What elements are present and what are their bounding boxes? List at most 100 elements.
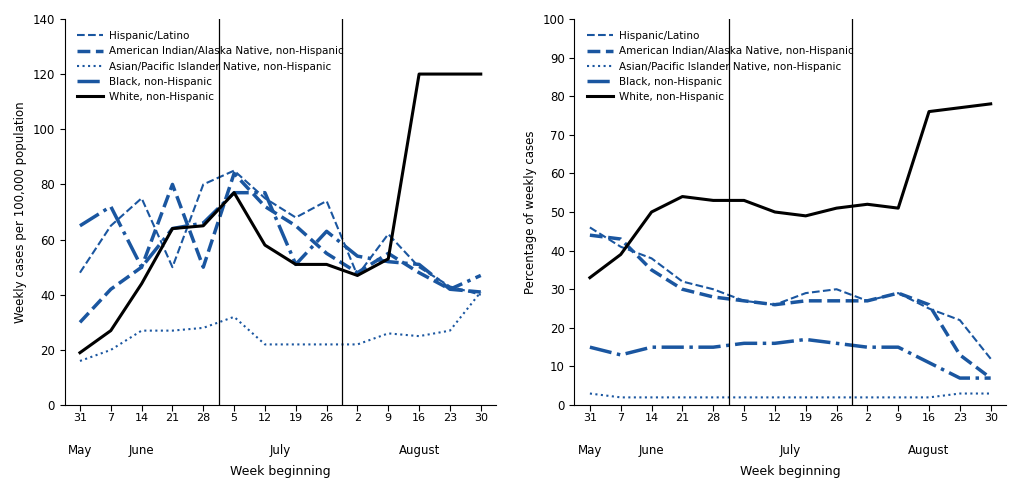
American Indian/Alaska Native, non-Hispanic [829, 298, 842, 304]
Hispanic/Latino [136, 195, 148, 201]
American Indian/Alaska Native, non-Hispanic [320, 250, 332, 256]
Asian/Pacific Islander Native, non-Hispanic [892, 395, 904, 400]
Line: Hispanic/Latino: Hispanic/Latino [589, 227, 989, 359]
American Indian/Alaska Native, non-Hispanic [892, 290, 904, 296]
Black, non-Hispanic [614, 352, 627, 358]
Hispanic/Latino [320, 198, 332, 204]
Asian/Pacific Islander Native, non-Hispanic [799, 395, 811, 400]
White, non-Hispanic [645, 209, 657, 215]
Text: May: May [577, 444, 601, 457]
American Indian/Alaska Native, non-Hispanic [413, 270, 425, 276]
Black, non-Hispanic [105, 204, 117, 210]
Asian/Pacific Islander Native, non-Hispanic [737, 395, 749, 400]
White, non-Hispanic [860, 201, 872, 207]
Hispanic/Latino [768, 302, 781, 308]
Black, non-Hispanic [320, 228, 332, 234]
Hispanic/Latino [953, 317, 965, 323]
Black, non-Hispanic [829, 340, 842, 346]
Black, non-Hispanic [259, 190, 271, 196]
Black, non-Hispanic [860, 344, 872, 350]
Black, non-Hispanic [197, 220, 209, 226]
Asian/Pacific Islander Native, non-Hispanic [382, 331, 394, 337]
White, non-Hispanic [983, 101, 996, 107]
White, non-Hispanic [706, 197, 718, 203]
American Indian/Alaska Native, non-Hispanic [676, 286, 688, 292]
American Indian/Alaska Native, non-Hispanic [443, 286, 455, 292]
White, non-Hispanic [953, 105, 965, 111]
American Indian/Alaska Native, non-Hispanic [474, 289, 486, 295]
Hispanic/Latino [829, 286, 842, 292]
White, non-Hispanic [105, 328, 117, 334]
Text: June: June [128, 444, 154, 457]
Asian/Pacific Islander Native, non-Hispanic [922, 395, 934, 400]
Hispanic/Latino [737, 298, 749, 304]
American Indian/Alaska Native, non-Hispanic [614, 236, 627, 242]
Hispanic/Latino [892, 290, 904, 296]
American Indian/Alaska Native, non-Hispanic [228, 170, 240, 176]
American Indian/Alaska Native, non-Hispanic [351, 270, 363, 276]
Black, non-Hispanic [953, 375, 965, 381]
Asian/Pacific Islander Native, non-Hispanic [768, 395, 781, 400]
Text: July: July [269, 444, 290, 457]
Black, non-Hispanic [706, 344, 718, 350]
Legend: Hispanic/Latino, American Indian/Alaska Native, non-Hispanic, Asian/Pacific Isla: Hispanic/Latino, American Indian/Alaska … [74, 28, 347, 105]
Asian/Pacific Islander Native, non-Hispanic [829, 395, 842, 400]
White, non-Hispanic [443, 71, 455, 77]
American Indian/Alaska Native, non-Hispanic [706, 294, 718, 300]
Hispanic/Latino [73, 270, 86, 276]
White, non-Hispanic [228, 190, 240, 196]
Legend: Hispanic/Latino, American Indian/Alaska Native, non-Hispanic, Asian/Pacific Isla: Hispanic/Latino, American Indian/Alaska … [584, 28, 856, 105]
Hispanic/Latino [166, 264, 178, 270]
Text: August: August [398, 444, 439, 457]
Hispanic/Latino [922, 306, 934, 311]
American Indian/Alaska Native, non-Hispanic [768, 302, 781, 308]
Hispanic/Latino [351, 273, 363, 278]
Hispanic/Latino [676, 278, 688, 284]
Black, non-Hispanic [983, 375, 996, 381]
Hispanic/Latino [614, 244, 627, 250]
American Indian/Alaska Native, non-Hispanic [136, 264, 148, 270]
Asian/Pacific Islander Native, non-Hispanic [676, 395, 688, 400]
Black, non-Hispanic [737, 340, 749, 346]
Hispanic/Latino [197, 182, 209, 187]
White, non-Hispanic [829, 205, 842, 211]
White, non-Hispanic [289, 261, 302, 267]
White, non-Hispanic [382, 256, 394, 262]
American Indian/Alaska Native, non-Hispanic [953, 352, 965, 358]
American Indian/Alaska Native, non-Hispanic [860, 298, 872, 304]
Hispanic/Latino [413, 264, 425, 270]
White, non-Hispanic [768, 209, 781, 215]
Asian/Pacific Islander Native, non-Hispanic [136, 328, 148, 334]
Asian/Pacific Islander Native, non-Hispanic [289, 341, 302, 347]
White, non-Hispanic [136, 281, 148, 287]
Line: Black, non-Hispanic: Black, non-Hispanic [79, 193, 480, 289]
Black, non-Hispanic [922, 360, 934, 366]
White, non-Hispanic [474, 71, 486, 77]
Asian/Pacific Islander Native, non-Hispanic [197, 325, 209, 331]
American Indian/Alaska Native, non-Hispanic [289, 223, 302, 229]
Asian/Pacific Islander Native, non-Hispanic [228, 314, 240, 320]
Line: American Indian/Alaska Native, non-Hispanic: American Indian/Alaska Native, non-Hispa… [79, 173, 480, 322]
Hispanic/Latino [382, 231, 394, 237]
American Indian/Alaska Native, non-Hispanic [382, 250, 394, 256]
Asian/Pacific Islander Native, non-Hispanic [474, 289, 486, 295]
American Indian/Alaska Native, non-Hispanic [583, 232, 595, 238]
Hispanic/Latino [228, 168, 240, 174]
American Indian/Alaska Native, non-Hispanic [166, 182, 178, 187]
American Indian/Alaska Native, non-Hispanic [983, 375, 996, 381]
X-axis label: Week beginning: Week beginning [739, 465, 840, 478]
American Indian/Alaska Native, non-Hispanic [922, 302, 934, 308]
Line: American Indian/Alaska Native, non-Hispanic: American Indian/Alaska Native, non-Hispa… [589, 235, 989, 378]
Line: White, non-Hispanic: White, non-Hispanic [589, 104, 989, 277]
Asian/Pacific Islander Native, non-Hispanic [166, 328, 178, 334]
Hispanic/Latino [474, 292, 486, 298]
Line: Asian/Pacific Islander Native, non-Hispanic: Asian/Pacific Islander Native, non-Hispa… [79, 292, 480, 361]
American Indian/Alaska Native, non-Hispanic [73, 319, 86, 325]
Asian/Pacific Islander Native, non-Hispanic [443, 328, 455, 334]
Asian/Pacific Islander Native, non-Hispanic [860, 395, 872, 400]
White, non-Hispanic [351, 273, 363, 278]
Black, non-Hispanic [228, 190, 240, 196]
White, non-Hispanic [73, 350, 86, 356]
Asian/Pacific Islander Native, non-Hispanic [73, 358, 86, 364]
American Indian/Alaska Native, non-Hispanic [197, 264, 209, 270]
